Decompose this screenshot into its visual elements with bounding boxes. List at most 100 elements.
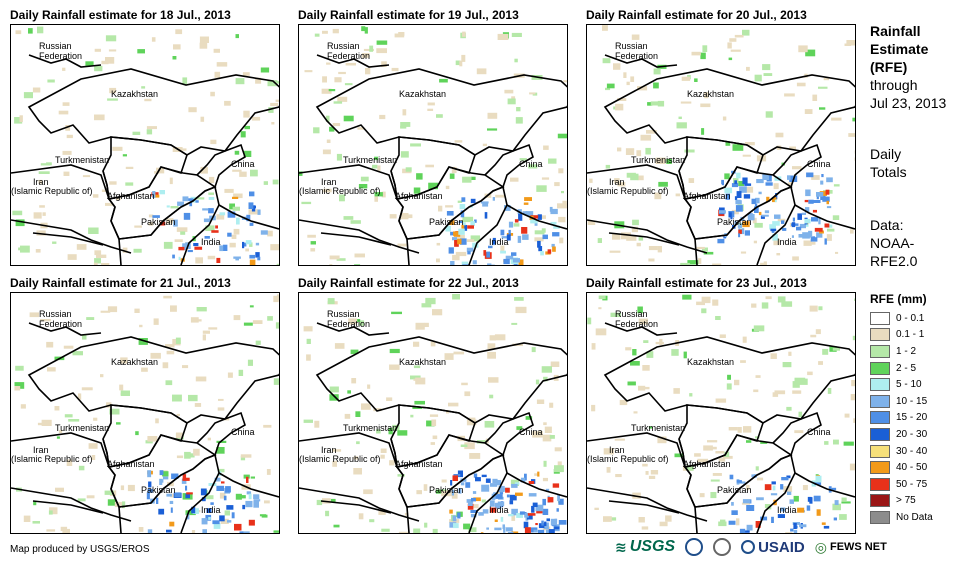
country-border [299,164,410,265]
rain-cell [334,77,342,83]
heavy-rain-cell [454,240,459,247]
rain-cell [632,349,637,356]
rain-cell [703,251,714,255]
rain-cell [720,519,726,524]
rain-cell [170,305,177,312]
rain-cell [541,366,552,373]
heavy-rain-cell [203,218,212,223]
heavy-rain-cell [223,495,227,501]
map-svg [299,26,567,265]
rain-cell [712,263,722,265]
rain-cell [597,238,602,243]
rain-cell [361,403,371,410]
rain-cell [193,448,200,456]
country-label-russia: Federation [39,319,83,329]
heavy-rain-cell [480,532,484,533]
rain-cell [682,294,692,300]
rain-cell [707,440,718,443]
rain-cell [332,460,337,467]
rain-cell [777,218,786,222]
country-border [794,472,855,498]
heavy-rain-cell [159,478,163,485]
rain-cell [101,60,109,65]
rain-cell [694,78,698,82]
heavy-rain-cell [808,199,814,204]
heavy-rain-cell [239,531,244,533]
heavy-rain-cell [771,516,774,523]
rain-cell [715,398,727,403]
rain-cell [182,77,188,85]
rain-cell [189,453,195,458]
heavy-rain-cell [738,233,741,238]
heavy-rain-cell [177,201,184,206]
rain-cell [554,465,564,473]
heavy-rain-cell [233,256,241,259]
heavy-rain-cell [248,202,254,209]
country-label-kazakhstan: Kazakhstan [111,89,159,99]
heavy-rain-cell [505,487,510,493]
rain-cell [276,294,279,301]
heavy-rain-cell [771,481,776,485]
rain-cell [617,98,627,101]
heavy-rain-cell [458,221,463,224]
country-label-iran: Iran [321,445,337,455]
country-label-iran: Iran [33,177,49,187]
heavy-rain-cell [811,217,818,222]
usaid-logo-text: USAID [758,538,805,556]
heavy-rain-cell [460,482,465,486]
rain-cell [107,98,118,101]
rainfall-panel-22: Daily Rainfall estimate for 22 Jul., 201… [298,276,568,534]
heavy-rain-cell [792,217,795,222]
heavy-rain-cell [502,524,505,529]
rain-cell [655,157,666,164]
heavy-rain-cell [460,210,465,218]
rain-cell [515,117,523,124]
heavy-rain-cell [495,494,503,499]
country-label-russia: Russian [39,309,72,319]
rain-cell [304,70,313,73]
rain-cell [645,386,650,390]
country-label-iran: (Islamic Republic of) [11,186,93,196]
heavy-rain-cell [255,252,260,258]
rainfall-panel-21: Daily Rainfall estimate for 21 Jul., 201… [10,276,280,534]
rain-cell [494,334,506,341]
heavy-rain-cell [820,180,824,185]
rain-cell [742,29,750,36]
rain-cell [134,225,142,228]
country-label-russia: Federation [615,319,659,329]
heavy-rain-cell [547,497,554,503]
heavy-rain-cell [245,240,252,245]
rain-cell [47,367,56,372]
rain-cell [81,387,93,391]
rain-cell [314,33,320,37]
heavy-rain-cell [731,510,738,515]
legend-item: > 75 [870,493,933,510]
country-border [794,204,855,230]
panel-title: Daily Rainfall estimate for 23 Jul., 201… [586,276,807,290]
rain-cell [116,422,121,425]
rain-cell [66,459,73,466]
rain-cell [405,167,412,172]
rain-cell [56,436,60,439]
rain-cell [514,58,518,63]
rain-cell [728,427,738,431]
heavy-rain-cell [160,221,166,226]
country-label-india: India [201,237,221,247]
country-border [118,185,220,265]
rain-cell [737,427,742,433]
rain-cell [120,357,128,364]
heavy-rain-cell [781,220,785,224]
rain-cell [376,429,381,434]
rain-cell [144,98,152,102]
rain-cell [369,519,375,523]
rain-cell [33,501,37,506]
rain-cell [347,390,351,394]
rain-cell [62,150,72,155]
rain-cell [793,495,799,502]
rain-cell [266,469,271,475]
heavy-rain-cell [246,491,252,495]
rain-cell [623,72,627,78]
heavy-rain-cell [492,237,496,244]
rain-cell [207,437,211,441]
rain-cell [162,362,169,369]
